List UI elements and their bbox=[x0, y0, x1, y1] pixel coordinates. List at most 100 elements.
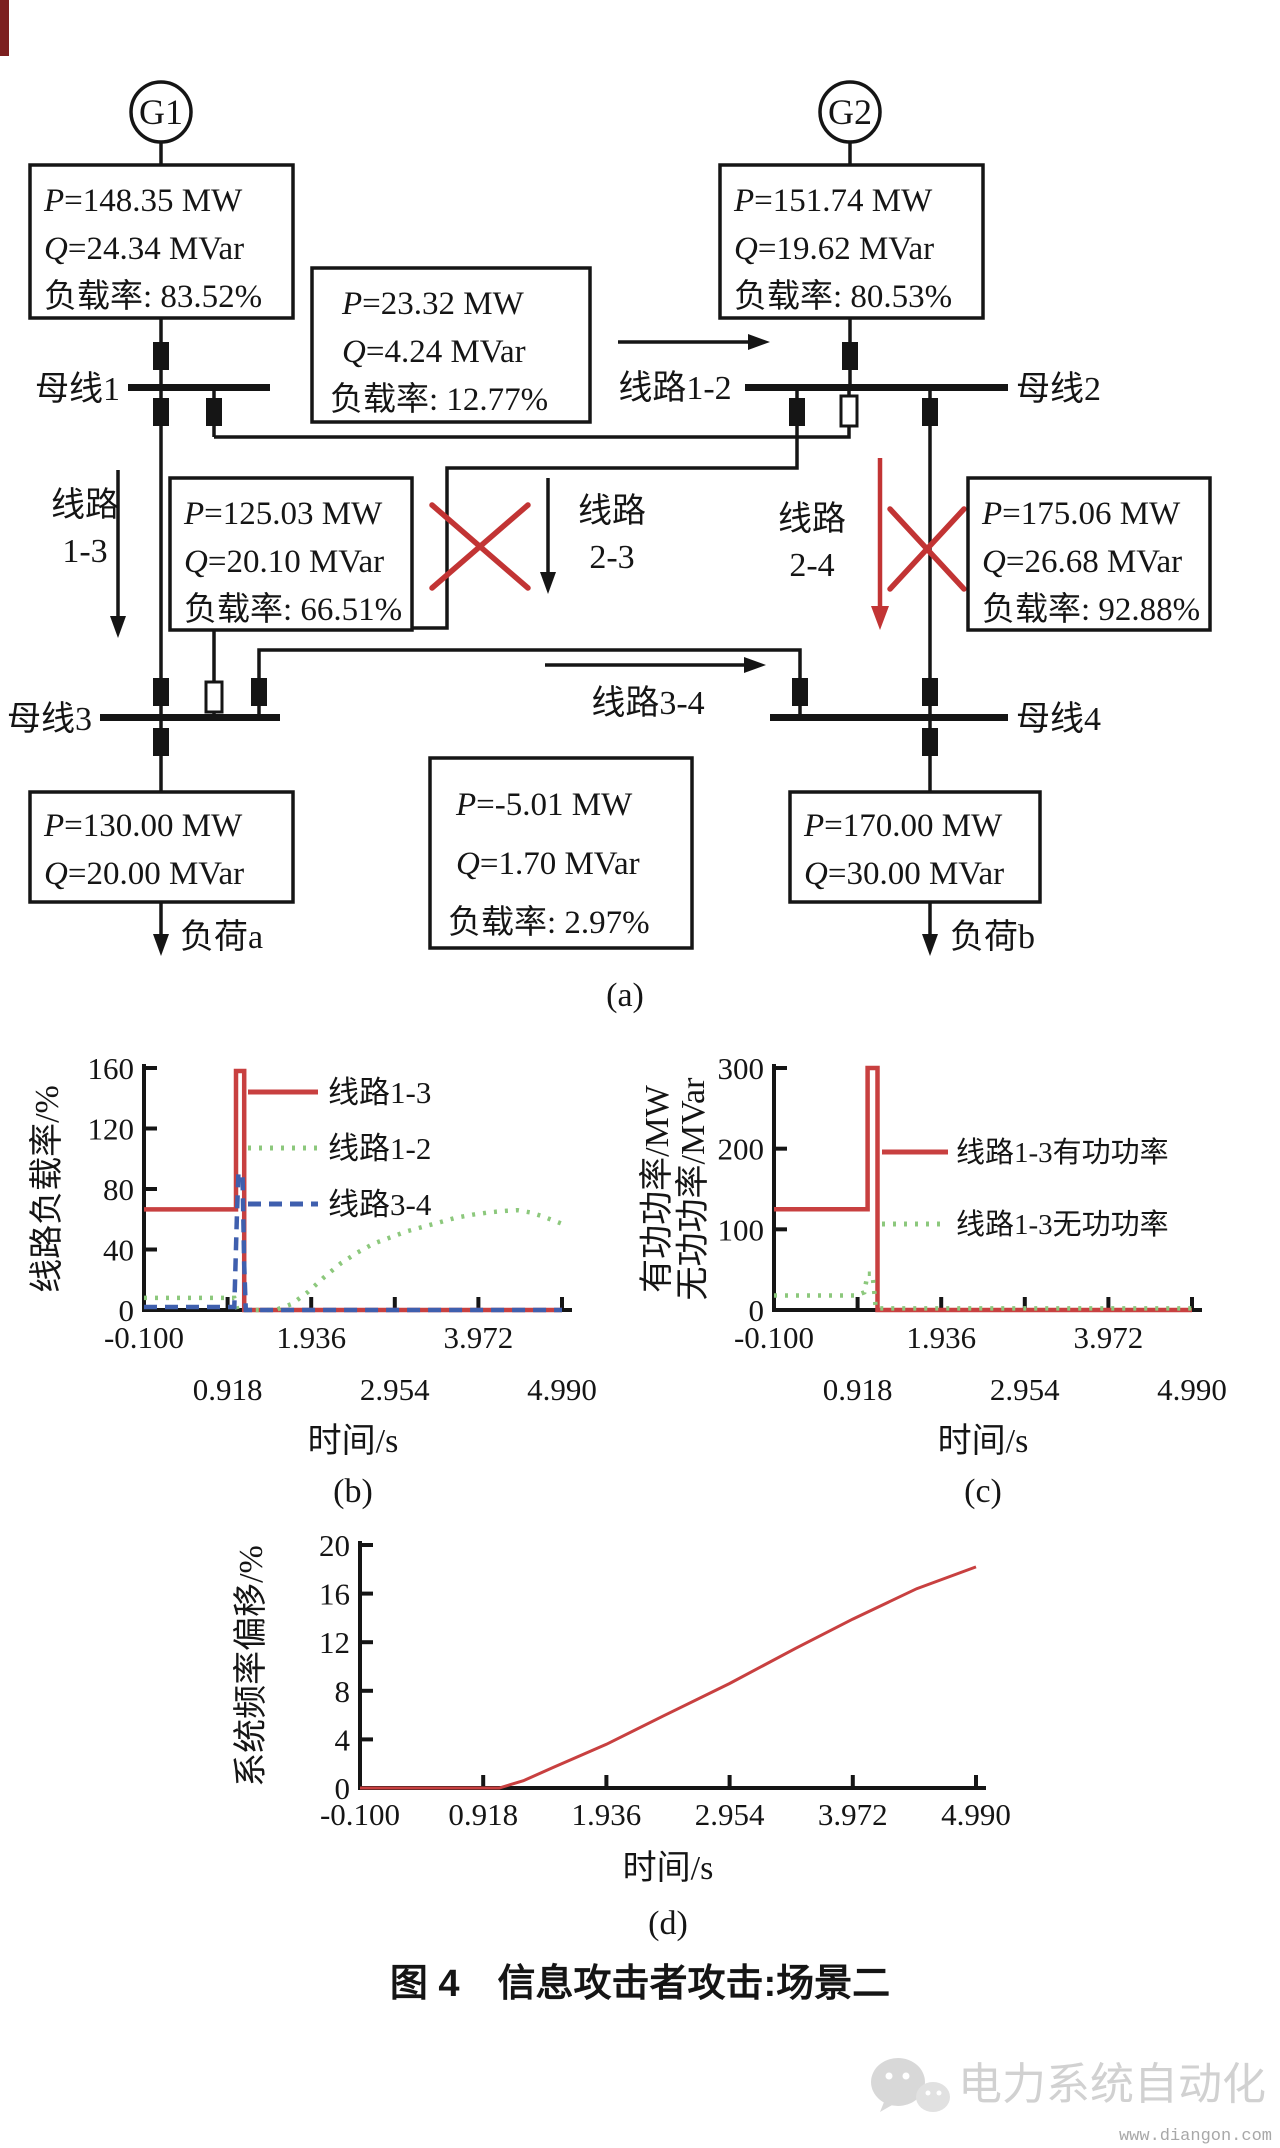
load-a-p: P=130.00 MW bbox=[43, 808, 243, 844]
line-2-3-label: 线路 bbox=[578, 492, 646, 530]
subfigure-a-label: (a) bbox=[606, 977, 644, 1014]
chart-b-legend: 线路1-3 线路1-2 线路3-4 bbox=[248, 1075, 432, 1222]
line-2-4-p: P=175.06 MW bbox=[981, 496, 1181, 532]
x-tick-label: 2.954 bbox=[695, 1797, 765, 1832]
wechat-logo-icon bbox=[871, 2058, 950, 2112]
line-2-3-wire bbox=[212, 391, 799, 714]
x-tick-label: 1.936 bbox=[572, 1797, 642, 1832]
g2-p-value: P=151.74 MW bbox=[733, 183, 933, 219]
subfigure-c-label: (c) bbox=[964, 1473, 1002, 1510]
g2-loading-value: 负载率: 80.53% bbox=[734, 278, 952, 315]
line-1-2-flow-arrow bbox=[618, 334, 770, 350]
chart-b-ylabel: 线路负载率/% bbox=[28, 1085, 66, 1293]
x-tick-label: -0.100 bbox=[320, 1797, 400, 1832]
g2-data-box: P=151.74 MW Q=19.62 MVar 负载率: 80.53% bbox=[718, 163, 985, 320]
breaker-icon bbox=[922, 678, 938, 706]
legend-item: 线路1-3 bbox=[328, 1075, 431, 1110]
x-tick-label: 0.918 bbox=[448, 1797, 518, 1832]
x-tick-label: 1.936 bbox=[276, 1320, 346, 1355]
y-tick-label: 100 bbox=[718, 1212, 765, 1247]
line-2-3-trip-x bbox=[429, 502, 531, 591]
chart-c-ylabel: 无功功率/MVar bbox=[674, 1077, 712, 1301]
line-3-4-loading: 负载率: 2.97% bbox=[448, 904, 650, 941]
line-3-4-flow-arrow bbox=[545, 657, 766, 673]
y-tick-label: 40 bbox=[103, 1233, 134, 1268]
chart-c-xlabel: 时间/s bbox=[938, 1423, 1029, 1460]
line-2-4-trip-x bbox=[887, 506, 967, 592]
g1-p-value: P=148.35 MW bbox=[43, 183, 243, 219]
series-线路1-2 bbox=[144, 1207, 563, 1313]
breaker-icon bbox=[251, 678, 267, 706]
x-tick-label: 4.990 bbox=[1157, 1372, 1227, 1407]
breaker-icon bbox=[792, 678, 808, 706]
chart-b: 0 40 80 120 160 -0.100 0.918 1.936 2.954 3.972 4.9… bbox=[28, 1051, 597, 1510]
y-tick-label: 300 bbox=[718, 1051, 765, 1086]
line-3-4-q: Q=1.70 MVar bbox=[456, 846, 640, 882]
generator-g1-label: G1 bbox=[139, 92, 183, 132]
g2-q-value: Q=19.62 MVar bbox=[734, 231, 934, 267]
breaker-icon bbox=[206, 398, 222, 426]
scan-artifact bbox=[0, 0, 9, 56]
breaker-icon bbox=[153, 678, 169, 706]
x-tick-label: 3.972 bbox=[1074, 1320, 1144, 1355]
y-tick-label: 0 bbox=[119, 1293, 135, 1328]
line-1-3-flow-arrow bbox=[110, 470, 126, 638]
bus-2-bar bbox=[745, 384, 1008, 391]
subfigure-d-label: (d) bbox=[648, 1905, 688, 1942]
breaker-icon bbox=[842, 342, 858, 370]
watermark: 电力系统自动化 bbox=[871, 2058, 1266, 2112]
breaker-icon bbox=[922, 728, 938, 756]
series-系统频率偏移 bbox=[360, 1565, 977, 1790]
chart-c-ylabel: 有功功率/MW bbox=[638, 1084, 676, 1293]
x-tick-label: 4.990 bbox=[527, 1372, 597, 1407]
series-线路1-3有功功率 bbox=[774, 1065, 1192, 1313]
y-tick-label: 200 bbox=[718, 1132, 765, 1167]
breaker-open-icon bbox=[204, 680, 224, 714]
bus-1-bar bbox=[128, 384, 270, 391]
x-tick-label: 2.954 bbox=[990, 1372, 1060, 1407]
load-a-data-box: P=130.00 MW Q=20.00 MVar bbox=[28, 790, 295, 904]
y-tick-label: 20 bbox=[319, 1528, 350, 1563]
watermark-brand: 电力系统自动化 bbox=[958, 2060, 1266, 2109]
bus-4-bar bbox=[770, 714, 1008, 721]
line-1-3-label: 1-3 bbox=[62, 533, 107, 570]
watermark-url: www.diangon.com bbox=[1119, 2127, 1272, 2146]
load-a-q: Q=20.00 MVar bbox=[44, 856, 244, 892]
line-1-3-label: 线路 bbox=[51, 486, 119, 524]
line-2-4-loading: 负载率: 92.88% bbox=[982, 591, 1200, 628]
generator-g2-icon bbox=[818, 80, 882, 144]
load-b-data-box: P=170.00 MW Q=30.00 MVar bbox=[788, 790, 1042, 904]
x-tick-label: 2.954 bbox=[360, 1372, 430, 1407]
chart-d-ylabel: 系统频率偏移/% bbox=[232, 1545, 270, 1787]
x-tick-label: 0.918 bbox=[823, 1372, 893, 1407]
line-1-3-data-box: P=125.03 MW Q=20.10 MVar 负载率: 66.51% bbox=[168, 476, 414, 632]
breaker-icon bbox=[922, 398, 938, 426]
series-线路1-3 bbox=[144, 1068, 562, 1313]
y-tick-label: 80 bbox=[103, 1172, 134, 1207]
line-3-4-p: P=-5.01 MW bbox=[455, 787, 633, 823]
legend-item: 线路1-3无功功率 bbox=[956, 1208, 1169, 1241]
bus-3-label: 母线3 bbox=[7, 700, 92, 738]
bus-2-label: 母线2 bbox=[1016, 370, 1101, 408]
y-tick-label: 0 bbox=[749, 1293, 765, 1328]
line-1-3-loading: 负载率: 66.51% bbox=[184, 591, 402, 628]
chart-b-xlabel: 时间/s bbox=[308, 1423, 399, 1460]
breaker-open-icon bbox=[839, 394, 859, 428]
bus-4-label: 母线4 bbox=[1016, 700, 1101, 738]
x-tick-label: -0.100 bbox=[734, 1320, 814, 1355]
load-b-arrow-icon bbox=[922, 934, 938, 956]
subfigure-b-label: (b) bbox=[333, 1473, 373, 1510]
line-1-2-data-box: P=23.32 MW Q=4.24 MVar 负载率: 12.77% bbox=[310, 266, 592, 424]
chart-c: 0 100 200 300 -0.100 0.918 1.936 2.954 3.972 4.99… bbox=[638, 1051, 1227, 1510]
line-3-4-data-box: P=-5.01 MW Q=1.70 MVar 负载率: 2.97% bbox=[428, 756, 694, 950]
line-1-2-q: Q=4.24 MVar bbox=[342, 334, 526, 370]
y-tick-label: 4 bbox=[335, 1722, 351, 1757]
load-b-p: P=170.00 MW bbox=[803, 808, 1003, 844]
load-a-label: 负荷a bbox=[180, 918, 263, 956]
series-线路1-3无功功率 bbox=[774, 1271, 1192, 1311]
legend-item: 线路1-2 bbox=[328, 1131, 431, 1166]
line-2-4-flow-arrow-red bbox=[871, 458, 889, 630]
line-3-4-label: 线路3-4 bbox=[591, 684, 704, 722]
